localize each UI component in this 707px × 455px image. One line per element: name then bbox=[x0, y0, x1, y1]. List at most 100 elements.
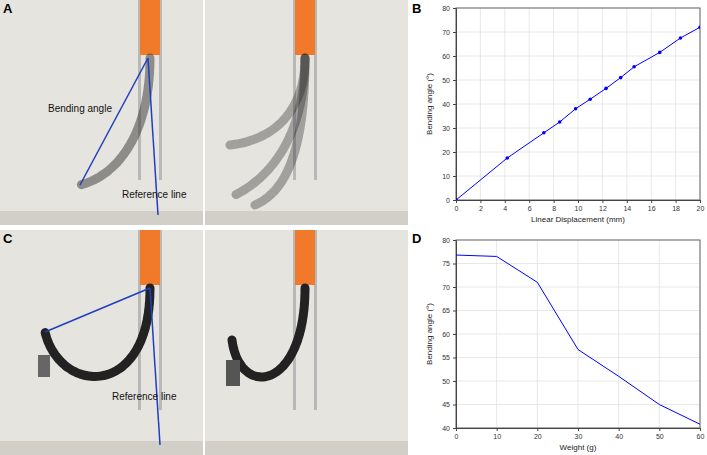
photo-floor bbox=[205, 211, 408, 225]
tick-label: 30 bbox=[575, 433, 583, 440]
tick-label: 40 bbox=[615, 433, 623, 440]
grid-line bbox=[456, 152, 700, 153]
data-point bbox=[698, 25, 700, 29]
photos bbox=[0, 0, 408, 455]
tick-label: 80 bbox=[442, 237, 450, 244]
x-axis-title: Weight (g) bbox=[560, 443, 597, 452]
data-point bbox=[542, 131, 546, 135]
tick: 30 bbox=[442, 125, 456, 132]
tick-mark bbox=[700, 428, 701, 431]
panel-label: C bbox=[3, 231, 13, 246]
annotation: Bending angle bbox=[48, 103, 112, 114]
tick-mark bbox=[578, 200, 579, 203]
grid-line bbox=[456, 334, 700, 335]
tick: 70 bbox=[442, 284, 456, 291]
tick-mark bbox=[627, 200, 628, 203]
tick-mark bbox=[700, 200, 701, 203]
grid-line bbox=[456, 56, 700, 57]
tick: 60 bbox=[442, 331, 456, 338]
tick: 0 bbox=[446, 197, 456, 204]
tick: 50 bbox=[442, 378, 456, 385]
grid-line bbox=[456, 128, 700, 129]
axis-line bbox=[457, 429, 701, 432]
y-axis-title: Bending angle (°) bbox=[425, 73, 434, 135]
tick-mark bbox=[602, 200, 603, 203]
tick-mark bbox=[497, 428, 498, 431]
plot-frame bbox=[456, 8, 700, 200]
tick-mark bbox=[453, 200, 456, 201]
tick-label: 50 bbox=[442, 77, 450, 84]
mount bbox=[140, 0, 160, 55]
tick-label: 50 bbox=[656, 433, 664, 440]
grid-line bbox=[456, 404, 700, 405]
chart: 0246810121416182001020304050607080Linear… bbox=[425, 5, 704, 224]
tick-label: 4 bbox=[503, 205, 507, 212]
tick: 30 bbox=[575, 428, 583, 440]
grid-line bbox=[456, 310, 700, 311]
annotation-line bbox=[45, 288, 150, 332]
tick-label: 50 bbox=[442, 378, 450, 385]
tick-mark bbox=[453, 240, 456, 241]
panel-label: A bbox=[3, 1, 13, 16]
grid bbox=[456, 240, 700, 428]
photo-background bbox=[0, 230, 203, 455]
tick: 50 bbox=[442, 77, 456, 84]
tick-label: 60 bbox=[442, 53, 450, 60]
annotation-line bbox=[80, 58, 148, 185]
tick-label: 10 bbox=[575, 205, 583, 212]
tick-mark bbox=[453, 104, 456, 105]
tick: 16 bbox=[648, 200, 656, 212]
grid-line bbox=[456, 357, 700, 358]
tick-label: 16 bbox=[648, 205, 656, 212]
tick-mark bbox=[453, 287, 456, 288]
tick-mark bbox=[453, 56, 456, 57]
data-point bbox=[632, 65, 636, 69]
data-point bbox=[658, 51, 662, 55]
tick-label: 20 bbox=[442, 149, 450, 156]
y-axis-title: Bending angle (°) bbox=[425, 303, 434, 365]
tick: 65 bbox=[442, 307, 456, 314]
tick-label: 75 bbox=[442, 260, 450, 267]
mount bbox=[295, 0, 315, 55]
tick: 40 bbox=[442, 425, 456, 432]
tick-mark bbox=[578, 428, 579, 431]
marks bbox=[456, 25, 700, 200]
plot-background bbox=[456, 240, 700, 428]
tick-label: 2 bbox=[479, 205, 483, 212]
tick: 40 bbox=[615, 428, 623, 440]
tick: 70 bbox=[442, 29, 456, 36]
x-axis-title: Linear Displacement (mm) bbox=[531, 215, 625, 224]
tick-mark bbox=[453, 334, 456, 335]
tick-mark bbox=[453, 128, 456, 129]
tick: 10 bbox=[442, 173, 456, 180]
tick-mark bbox=[651, 200, 652, 203]
figure: Bending angleReference lineReference lin… bbox=[0, 0, 707, 455]
axis-line bbox=[453, 241, 457, 429]
tick-label: 0 bbox=[446, 197, 450, 204]
arm bbox=[45, 288, 150, 376]
grid-line bbox=[456, 32, 700, 33]
data-point bbox=[588, 97, 592, 101]
data-point bbox=[604, 87, 608, 91]
data-point bbox=[679, 36, 683, 40]
tick-mark bbox=[537, 428, 538, 431]
data-point bbox=[558, 120, 562, 124]
tick-mark bbox=[659, 428, 660, 431]
tick-mark bbox=[453, 264, 456, 265]
tick: 10 bbox=[493, 428, 501, 440]
tick-mark bbox=[554, 200, 555, 203]
y-axis: 01020304050607080 bbox=[442, 5, 456, 204]
tick-label: 80 bbox=[442, 5, 450, 12]
grid-line bbox=[456, 287, 700, 288]
tick-label: 10 bbox=[442, 173, 450, 180]
tick-mark bbox=[676, 200, 677, 203]
arm bbox=[235, 58, 305, 195]
tick-label: 18 bbox=[672, 205, 680, 212]
tick-label: 14 bbox=[623, 205, 631, 212]
annotation-line bbox=[150, 288, 160, 445]
tick-mark bbox=[453, 358, 456, 359]
tick: 14 bbox=[623, 200, 631, 212]
axis-line bbox=[453, 9, 457, 201]
tick-label: 30 bbox=[442, 125, 450, 132]
tick-mark bbox=[619, 428, 620, 431]
